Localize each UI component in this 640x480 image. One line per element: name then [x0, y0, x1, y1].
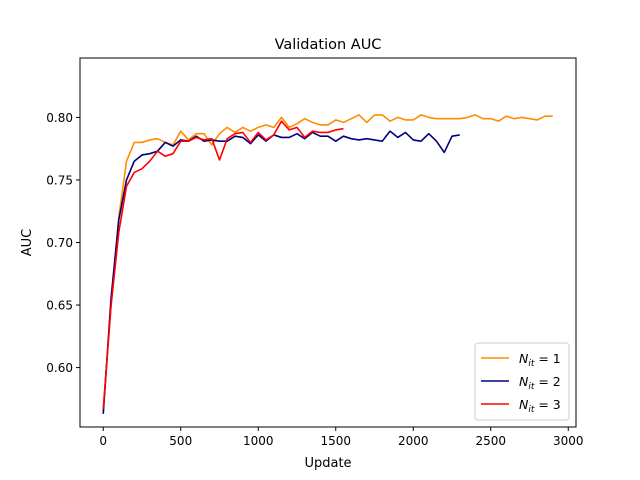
legend-label-rest: = 2: [534, 374, 560, 389]
legend-label-subscript: it: [528, 405, 535, 415]
x-tick-label: 2000: [398, 434, 429, 448]
legend-label-1: Nit = 1: [519, 351, 561, 369]
chart-title: Validation AUC: [275, 37, 382, 53]
legend-label-base: N: [519, 351, 529, 366]
legend-label-rest: = 1: [534, 351, 560, 366]
y-axis: 0.60 0.65 0.70 0.75 0.80: [46, 111, 80, 375]
x-tick-label: 0: [99, 434, 107, 448]
legend-label-3: Nit = 3: [519, 397, 561, 415]
x-tick-label: 2500: [475, 434, 506, 448]
y-tick-label: 0.65: [46, 299, 73, 313]
legend-label-2: Nit = 2: [519, 374, 561, 392]
y-tick-label: 0.60: [46, 361, 73, 375]
series-line-3: [102, 120, 344, 409]
legend-label-rest: = 3: [534, 397, 560, 412]
series-line-2: [102, 130, 460, 414]
legend-label-subscript: it: [528, 359, 535, 369]
legend-frame: [474, 342, 570, 421]
y-tick-label: 0.75: [46, 173, 73, 187]
x-tick-label: 1000: [243, 434, 274, 448]
x-tick-label: 3000: [553, 434, 584, 448]
x-axis-label: Update: [304, 456, 351, 471]
legend-label-base: N: [519, 374, 529, 389]
x-axis: 0 500 1000 1500 2000 2500 3000: [99, 427, 584, 448]
legend-label-subscript: it: [528, 382, 535, 392]
series-layer: [102, 114, 553, 414]
series-line-1: [102, 114, 553, 412]
x-tick-label: 500: [169, 434, 192, 448]
y-tick-label: 0.80: [46, 111, 73, 125]
legend-label-base: N: [519, 397, 529, 412]
y-tick-label: 0.70: [46, 236, 73, 250]
x-tick-label: 1500: [320, 434, 351, 448]
y-axis-label: AUC: [20, 229, 35, 257]
